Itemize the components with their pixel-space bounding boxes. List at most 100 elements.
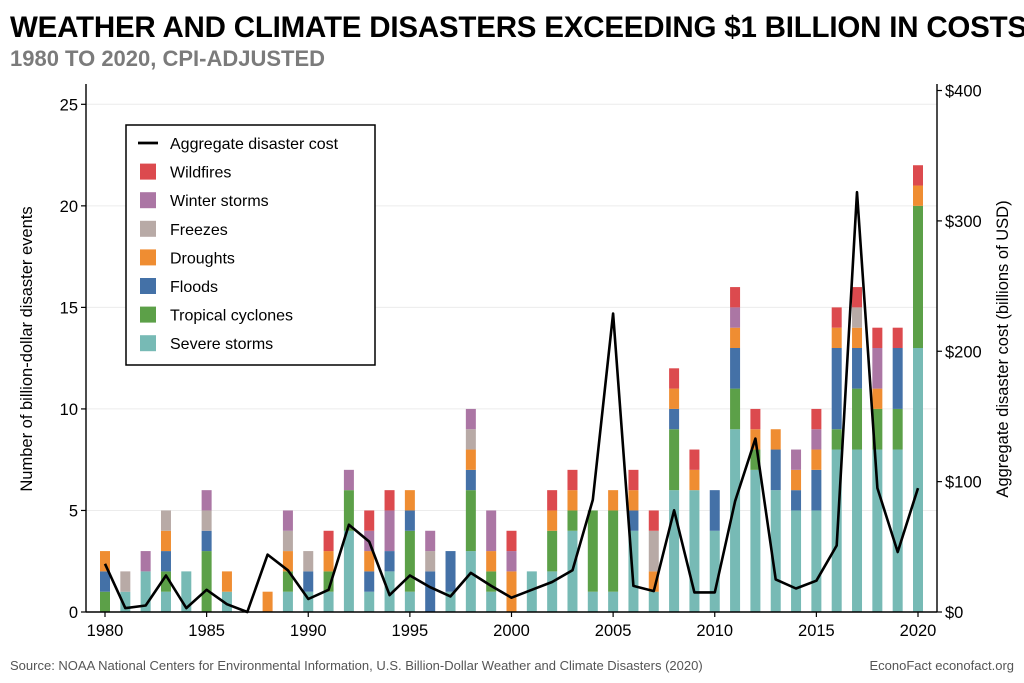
bar-segment-freezes	[160, 510, 171, 531]
y-tick-label: 10	[60, 401, 78, 419]
x-tick-label: 1990	[290, 622, 327, 640]
bar-segment-droughts	[404, 490, 415, 511]
bar-segment-droughts	[547, 510, 558, 531]
bar-segment-tropical-cyclones	[465, 490, 476, 552]
bar-segment-floods	[100, 571, 110, 592]
bar-segment-tropical-cyclones	[730, 388, 741, 430]
bar-segment-freezes	[465, 429, 476, 450]
bar-segment-tropical-cyclones	[831, 429, 842, 450]
bar-segment-severe-storms	[669, 490, 680, 612]
bar-segment-severe-storms	[709, 530, 720, 612]
bar-segment-severe-storms	[445, 591, 456, 612]
x-tick-label: 2015	[798, 622, 835, 640]
y2-axis-label: Aggregate disaster cost (billions of USD…	[994, 200, 1012, 497]
bar-segment-winter-storms	[791, 449, 802, 470]
x-tick-label: 2005	[595, 622, 632, 640]
bar-segment-tropical-cyclones	[852, 388, 863, 450]
credit-note: EconoFact econofact.org	[869, 658, 1014, 673]
bar-segment-tropical-cyclones	[160, 571, 171, 592]
bar-segment-tropical-cyclones	[913, 205, 923, 348]
bar-segment-severe-storms	[323, 591, 334, 612]
legend-swatch	[140, 306, 156, 323]
bar-segment-severe-storms	[770, 490, 781, 612]
bar-segment-severe-storms	[791, 510, 802, 612]
cost-line-layer	[103, 190, 920, 614]
bar-segment-severe-storms	[465, 551, 476, 612]
bar-segment-droughts	[770, 429, 781, 450]
bar-segment-droughts	[506, 571, 517, 612]
legend-swatch	[140, 249, 156, 266]
bar-segment-droughts	[791, 469, 802, 491]
bar-segment-severe-storms	[587, 591, 598, 612]
bar-segment-tropical-cyclones	[587, 510, 598, 592]
bar-segment-winter-storms	[201, 490, 212, 511]
bar-segment-winter-storms	[730, 307, 741, 328]
bar-segment-floods	[364, 571, 375, 592]
bar-segment-tropical-cyclones	[608, 510, 619, 592]
bar-segment-winter-storms	[465, 408, 476, 430]
bar-segment-wildfires	[648, 510, 659, 531]
bar-segment-freezes	[303, 551, 314, 572]
bar-segment-wildfires	[913, 165, 923, 186]
bar-segment-floods	[811, 469, 822, 511]
bar-segment-severe-storms	[608, 591, 619, 612]
bar-segment-wildfires	[872, 327, 883, 348]
bar-segment-floods	[628, 510, 639, 531]
bar-segment-tropical-cyclones	[343, 490, 354, 531]
bar-segment-severe-storms	[404, 591, 415, 612]
bar-segment-droughts	[323, 551, 334, 572]
bar-segment-tropical-cyclones	[486, 571, 497, 592]
y-axis-label: Number of billion-dollar disaster events	[18, 206, 36, 491]
bar-segment-severe-storms	[120, 591, 131, 612]
bar-segment-tropical-cyclones	[201, 551, 212, 612]
legend-label: Winter storms	[170, 193, 269, 210]
aggregate-cost-line	[103, 190, 920, 614]
bar-segment-severe-storms	[181, 571, 192, 612]
bar-segment-tropical-cyclones	[872, 408, 883, 450]
bar-segment-droughts	[689, 469, 700, 491]
bar-segment-wildfires	[689, 449, 700, 470]
bar-segment-freezes	[282, 530, 293, 552]
bar-segment-winter-storms	[811, 429, 822, 450]
bar-segment-droughts	[648, 571, 659, 592]
legend-label: Wildfires	[170, 165, 231, 182]
bar-segment-winter-storms	[343, 469, 354, 491]
bar-segment-severe-storms	[730, 429, 741, 612]
x-tick-label: 1995	[392, 622, 429, 640]
bar-segment-floods	[404, 510, 415, 531]
bar-segment-wildfires	[364, 510, 375, 531]
bar-segment-tropical-cyclones	[567, 510, 578, 531]
bar-segment-freezes	[425, 551, 436, 572]
legend-label: Aggregate disaster cost	[170, 136, 339, 153]
bar-segment-droughts	[282, 551, 293, 572]
y-tick-label: 15	[60, 299, 78, 317]
bar-segment-droughts	[608, 490, 619, 511]
bar-segment-floods	[669, 408, 680, 430]
bar-segment-severe-storms	[303, 591, 314, 612]
source-note: Source: NOAA National Centers for Enviro…	[10, 658, 703, 673]
bar-segment-droughts	[100, 551, 110, 572]
bar-segment-winter-storms	[282, 510, 293, 531]
bar-segment-severe-storms	[140, 571, 151, 612]
legend-swatch	[140, 192, 156, 209]
bar-segment-wildfires	[506, 530, 517, 552]
bar-segment-wildfires	[730, 287, 741, 308]
bar-segment-freezes	[648, 530, 659, 572]
y2-tick-label: $100	[945, 474, 982, 492]
bar-segment-droughts	[831, 327, 842, 348]
bar-segment-wildfires	[547, 490, 558, 511]
bar-segment-severe-storms	[811, 510, 822, 612]
bar-segment-wildfires	[811, 408, 822, 430]
bar-segment-winter-storms	[425, 530, 436, 552]
bar-segment-droughts	[160, 530, 171, 552]
y-tick-label: 20	[60, 198, 78, 216]
legend-label: Freezes	[170, 222, 228, 239]
bar-segment-tropical-cyclones	[750, 449, 761, 470]
bar-segment-floods	[770, 449, 781, 491]
bar-segment-droughts	[262, 591, 273, 612]
bar-segment-droughts	[567, 490, 578, 511]
bar-segment-floods	[425, 571, 436, 612]
bar-segment-wildfires	[669, 368, 680, 389]
bar-segment-severe-storms	[872, 449, 883, 612]
